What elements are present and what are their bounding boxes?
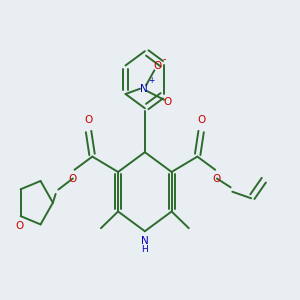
Text: O: O [153, 61, 161, 71]
Text: -: - [163, 54, 166, 64]
Text: O: O [197, 115, 206, 125]
Text: O: O [163, 97, 172, 107]
Text: O: O [84, 115, 92, 125]
Text: N: N [140, 84, 147, 94]
Text: O: O [69, 173, 77, 184]
Text: N: N [141, 236, 149, 246]
Text: O: O [16, 221, 24, 231]
Text: H: H [142, 245, 148, 254]
Text: +: + [148, 76, 154, 85]
Text: O: O [213, 173, 221, 184]
